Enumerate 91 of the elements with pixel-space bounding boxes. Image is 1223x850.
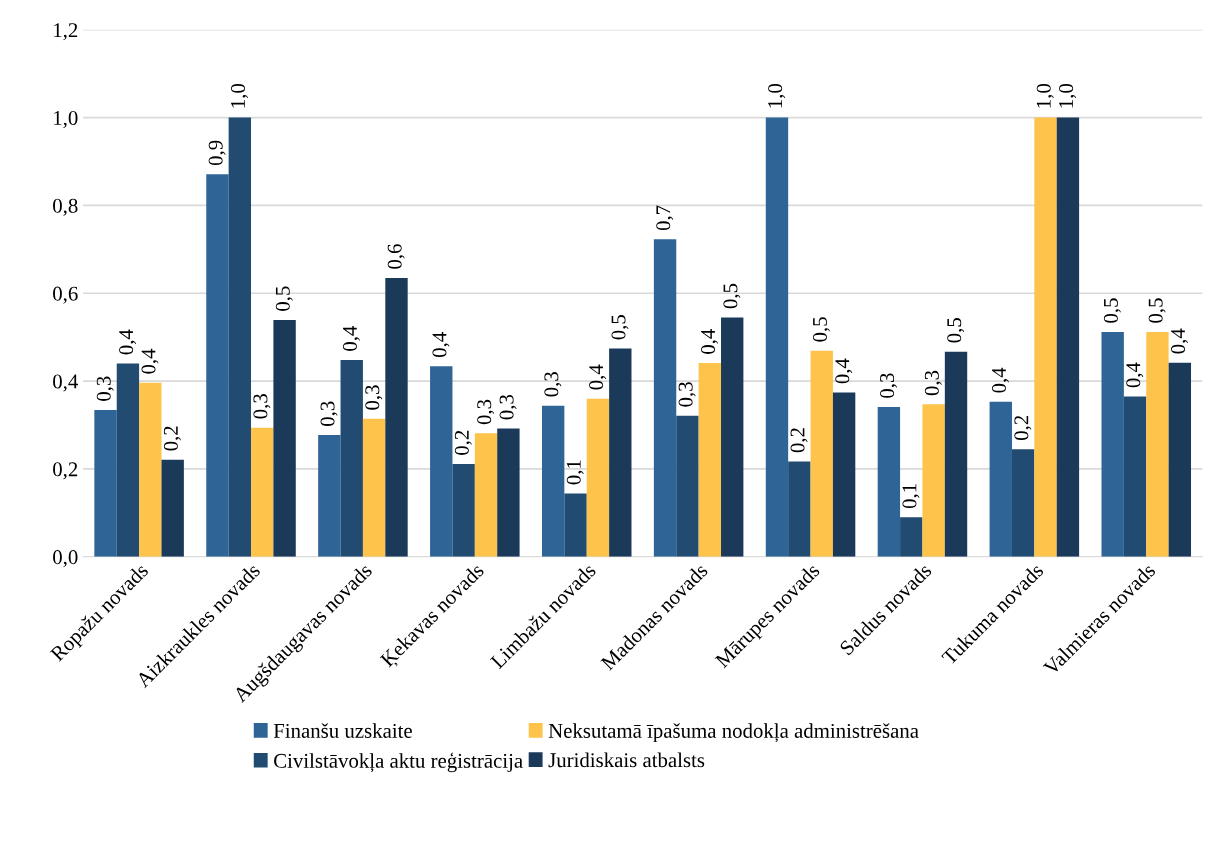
data-label: 0,4 bbox=[141, 348, 159, 374]
bar bbox=[228, 117, 252, 557]
data-label: 0,4 bbox=[589, 364, 607, 390]
data-label: 0,2 bbox=[454, 430, 472, 455]
bar bbox=[922, 404, 945, 557]
bar bbox=[609, 348, 632, 557]
legend-label: Neksutamā īpašuma nodokļa administrēšana bbox=[548, 723, 919, 743]
bar bbox=[810, 350, 833, 557]
bar bbox=[698, 363, 722, 557]
bar bbox=[586, 398, 610, 557]
data-label: 1,0 bbox=[768, 84, 786, 108]
legend-label: Civilstāvokļa aktu reģistrācija bbox=[274, 752, 523, 773]
data-label: 0,3 bbox=[880, 373, 898, 398]
data-label: 0,5 bbox=[1103, 298, 1121, 323]
data-label: 0,2 bbox=[163, 426, 181, 451]
data-label: 0,7 bbox=[656, 205, 674, 231]
bar bbox=[385, 277, 408, 557]
bar bbox=[474, 433, 498, 557]
bar bbox=[1123, 396, 1147, 557]
bar bbox=[765, 117, 789, 557]
data-label: 0,4 bbox=[700, 329, 719, 354]
data-label: 0,1 bbox=[902, 484, 920, 509]
bar bbox=[1056, 117, 1080, 557]
data-label: 0,9 bbox=[208, 140, 226, 166]
legend-label: Finanšu uzskaite bbox=[273, 723, 412, 738]
y-tick-label: 0,2 bbox=[53, 462, 78, 480]
data-label: 0,2 bbox=[1014, 415, 1032, 441]
bar bbox=[1011, 449, 1035, 557]
bar bbox=[944, 351, 968, 557]
bar bbox=[251, 427, 274, 557]
data-label: 0,6 bbox=[387, 244, 405, 269]
bar bbox=[900, 517, 923, 557]
bar bbox=[206, 174, 229, 557]
bar bbox=[877, 406, 901, 557]
bar bbox=[676, 415, 699, 557]
bar bbox=[1146, 331, 1169, 557]
bar bbox=[788, 461, 811, 557]
bar bbox=[116, 363, 140, 557]
bar bbox=[989, 401, 1012, 557]
data-label: 0,3 bbox=[544, 372, 562, 397]
data-label: 0,3 bbox=[678, 382, 696, 407]
data-label: 1,0 bbox=[1036, 84, 1054, 108]
data-label: 0,4 bbox=[1126, 362, 1144, 388]
data-label: 0,5 bbox=[947, 318, 965, 343]
data-label: 0,5 bbox=[812, 317, 830, 342]
data-label: 0,4 bbox=[432, 332, 450, 358]
data-label: 0,1 bbox=[566, 460, 584, 485]
bar bbox=[161, 459, 184, 557]
data-label: 1,0 bbox=[1059, 84, 1077, 108]
y-tick-label: 0,6 bbox=[53, 286, 78, 304]
bar bbox=[362, 418, 386, 557]
bar bbox=[340, 360, 363, 557]
data-label: 0,3 bbox=[365, 385, 383, 410]
bar bbox=[497, 428, 520, 557]
data-label: 1,0 bbox=[230, 84, 249, 108]
bar bbox=[541, 405, 565, 557]
data-label: 0,3 bbox=[96, 376, 114, 401]
y-tick-label: 0,0 bbox=[53, 550, 78, 568]
y-tick-label: 0,8 bbox=[53, 198, 78, 216]
data-label: 0,4 bbox=[835, 358, 853, 384]
bar bbox=[1034, 117, 1057, 557]
data-label: 0,4 bbox=[119, 329, 137, 355]
bar bbox=[94, 410, 117, 557]
bar bbox=[653, 239, 677, 557]
y-tick-label: 1,0 bbox=[54, 110, 78, 129]
data-label: 0,5 bbox=[1148, 298, 1166, 323]
bar bbox=[1101, 331, 1124, 557]
bar bbox=[273, 320, 296, 557]
data-label: 0,3 bbox=[477, 399, 495, 425]
data-label: 0,5 bbox=[275, 286, 293, 311]
legend-label: Juridiskais atbalsts bbox=[548, 752, 705, 768]
bar bbox=[1168, 362, 1192, 557]
data-label: 0,5 bbox=[611, 315, 629, 340]
bar bbox=[139, 382, 162, 557]
bar bbox=[452, 464, 475, 557]
data-label: 0,4 bbox=[991, 367, 1009, 393]
data-label: 0,5 bbox=[723, 283, 741, 309]
bar bbox=[318, 435, 341, 557]
data-label: 0,3 bbox=[320, 401, 338, 426]
data-label: 0,4 bbox=[342, 325, 360, 351]
y-tick-label: 0,4 bbox=[53, 374, 78, 392]
bar bbox=[721, 317, 744, 557]
data-label: 0,4 bbox=[1170, 328, 1189, 354]
data-label: 0,3 bbox=[924, 370, 942, 396]
data-label: 0,2 bbox=[790, 428, 808, 453]
data-label: 0,3 bbox=[253, 394, 271, 419]
bar bbox=[564, 493, 587, 557]
bar bbox=[430, 366, 453, 557]
bar bbox=[832, 392, 856, 557]
data-label: 0,3 bbox=[499, 394, 517, 420]
y-tick-label: 1,2 bbox=[54, 23, 78, 41]
